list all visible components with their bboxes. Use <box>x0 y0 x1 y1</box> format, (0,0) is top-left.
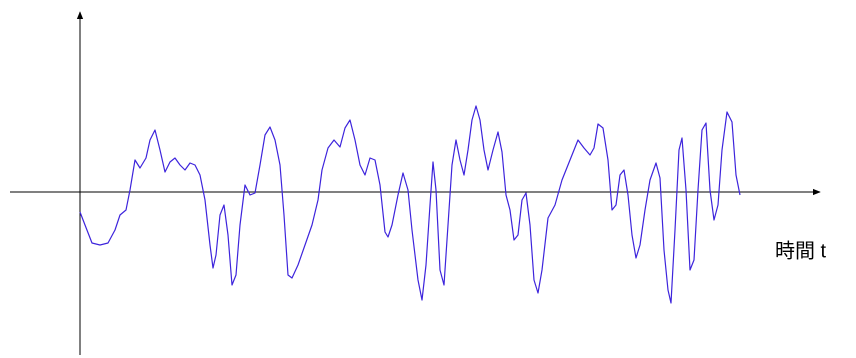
x-axis-label: 時間 t <box>775 239 827 262</box>
waveform-line <box>79 105 741 304</box>
